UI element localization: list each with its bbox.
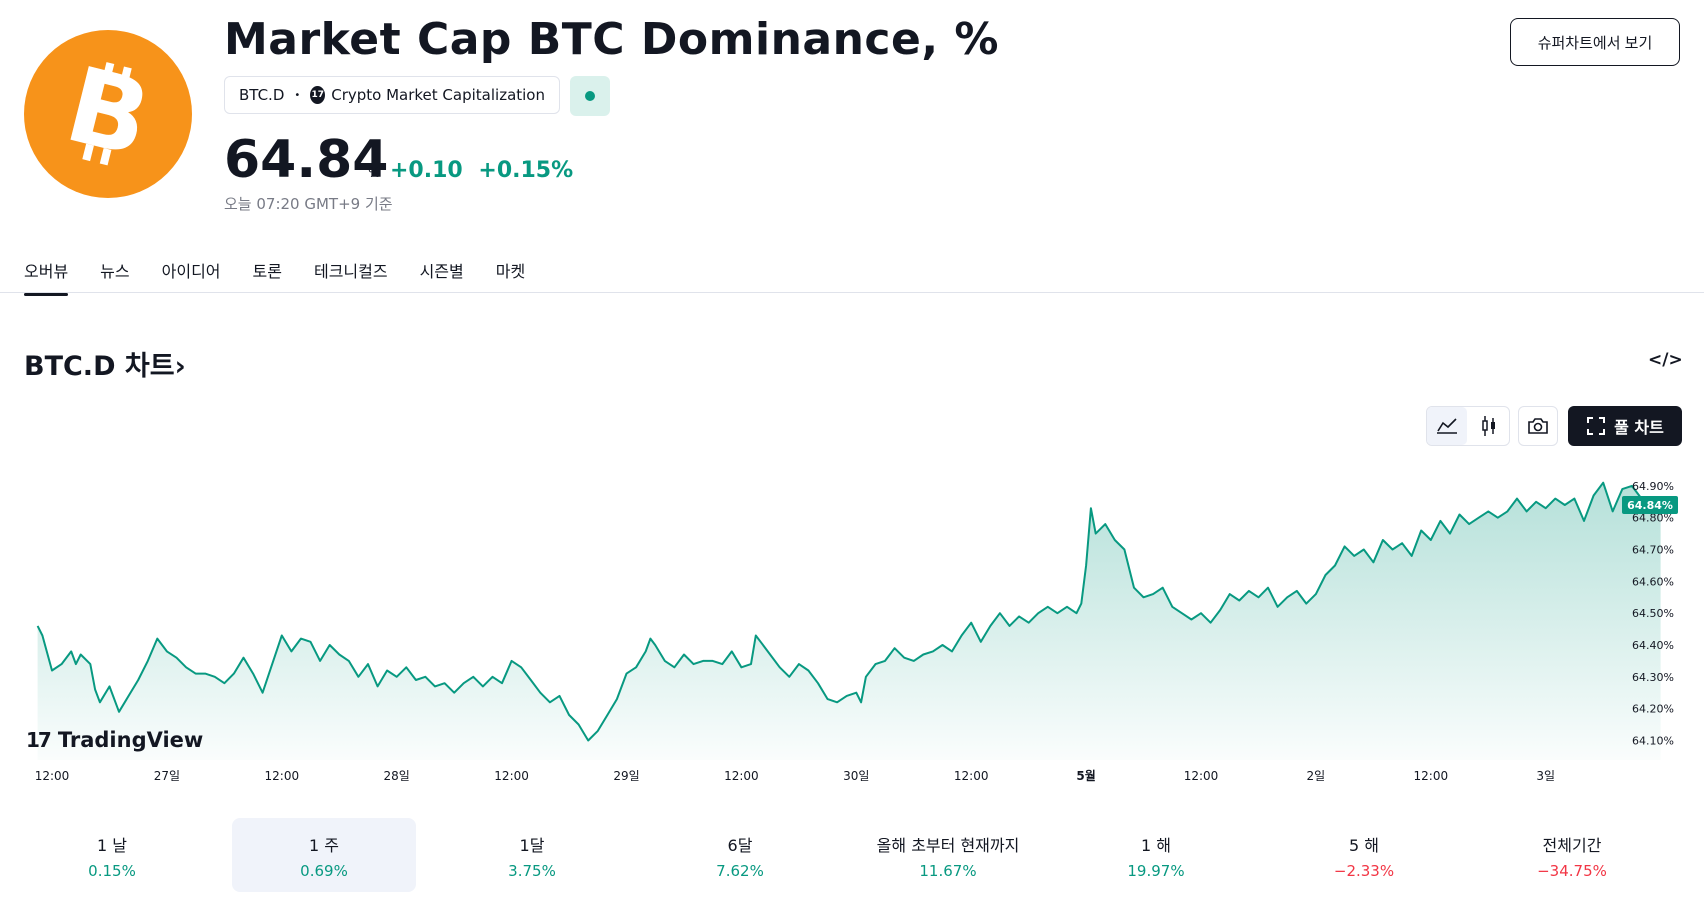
fullscreen-icon: [1587, 417, 1606, 435]
area-chart-style-button[interactable]: [1427, 407, 1467, 445]
chart-title-text: BTC.D 차트: [24, 351, 175, 382]
embed-code-icon[interactable]: </>: [1648, 350, 1683, 370]
period-ytd[interactable]: 올해 초부터 현재까지 11.67%: [856, 818, 1040, 892]
y-tick-label: 64.90%: [1632, 480, 1674, 493]
y-tick-label: 64.40%: [1632, 639, 1674, 652]
period-change: 0.69%: [300, 862, 348, 880]
period-label: 1 날: [97, 836, 127, 855]
y-tick-label: 64.10%: [1632, 734, 1674, 747]
chevron-right-icon: ›: [174, 351, 186, 382]
y-tick-label: 64.30%: [1632, 671, 1674, 684]
open-supercharts-button[interactable]: 슈퍼차트에서 보기: [1510, 18, 1680, 66]
chart-style-toggle: [1426, 406, 1510, 446]
candle-chart-style-button[interactable]: [1469, 407, 1509, 445]
x-tick-label: 12:00: [35, 769, 70, 783]
market-status-indicator[interactable]: [570, 76, 610, 116]
x-tick-label: 3일: [1536, 769, 1555, 783]
x-tick-label: 30일: [843, 769, 869, 783]
change-absolute: +0.10: [390, 158, 463, 183]
x-tick-label: 27일: [154, 769, 180, 783]
symbol-label: BTC.D: [239, 86, 285, 104]
x-tick-label: 12:00: [1414, 769, 1449, 783]
last-value-badge: [1622, 496, 1678, 514]
tabs-divider: [0, 292, 1704, 293]
period-1w[interactable]: 1 주 0.69%: [232, 818, 416, 892]
period-label: 1 주: [309, 836, 339, 855]
watermark-text: TradingView: [57, 728, 204, 752]
candlestick-icon: [1482, 416, 1495, 436]
period-label: 5 해: [1349, 836, 1379, 855]
full-chart-button[interactable]: 풀 차트: [1568, 406, 1682, 446]
price-change: +0.10 +0.15%: [390, 158, 573, 183]
tab-ideas[interactable]: 아이디어: [161, 262, 221, 281]
tradingview-logo-icon: 17: [26, 728, 52, 752]
tradingview-watermark: 17 TradingView: [26, 728, 203, 752]
btc-dominance-chart[interactable]: 64.90% 64.80% 64.70% 64.60% 64.50% 64.40% 64.3…: [0, 460, 1704, 786]
period-change: 19.97%: [1127, 862, 1185, 880]
y-tick-label: 64.70%: [1632, 544, 1674, 557]
period-change: 3.75%: [508, 862, 556, 880]
tab-markets[interactable]: 마켓: [495, 262, 526, 281]
period-change: −2.33%: [1333, 862, 1395, 880]
period-change: 0.15%: [88, 862, 136, 880]
market-open-dot-icon: [585, 91, 595, 101]
change-percent: +0.15%: [478, 158, 574, 183]
period-label: 올해 초부터 현재까지: [876, 836, 1020, 855]
separator-dot: •: [294, 89, 301, 101]
timestamp: 오늘 07:20 GMT+9 기준: [224, 195, 393, 213]
period-change: 11.67%: [919, 862, 977, 880]
last-value-label: 64.84%: [1627, 499, 1673, 512]
symbol-source-pill[interactable]: BTC.D • 17 Crypto Market Capitalization: [224, 76, 560, 114]
period-1m[interactable]: 1달 3.75%: [440, 818, 624, 892]
x-tick-label: 12:00: [954, 769, 989, 783]
y-tick-label: 64.60%: [1632, 575, 1674, 588]
series-area-fill: [37, 482, 1661, 760]
full-chart-label: 풀 차트: [1614, 418, 1664, 437]
area-chart-icon: [1437, 418, 1457, 434]
last-price: 64.84: [224, 130, 389, 190]
period-change: −34.75%: [1537, 862, 1607, 880]
y-tick-label: 64.50%: [1632, 607, 1674, 620]
period-1y[interactable]: 1 해 19.97%: [1064, 818, 1248, 892]
tab-overview[interactable]: 오버뷰: [24, 258, 69, 296]
x-tick-label: 29일: [613, 769, 639, 783]
y-tick-label: 64.80%: [1632, 512, 1674, 525]
period-6m[interactable]: 6달 7.62%: [648, 818, 832, 892]
tradingview-source-icon: 17: [310, 86, 326, 104]
tab-technicals[interactable]: 테크니컬즈: [313, 262, 388, 281]
tab-seasonals[interactable]: 시즌별: [419, 262, 464, 281]
price-unit: %: [368, 166, 381, 181]
period-label: 6달: [727, 836, 753, 855]
x-tick-label: 28일: [384, 769, 410, 783]
camera-icon: [1528, 418, 1548, 434]
period-change: 7.62%: [716, 862, 764, 880]
y-tick-label: 64.20%: [1632, 703, 1674, 716]
x-tick-label: 12:00: [724, 769, 759, 783]
x-tick-label: 12:00: [494, 769, 529, 783]
performance-periods: 1 날 0.15% 1 주 0.69% 1달 3.75% 6달 7.62% 올해…: [20, 818, 1684, 892]
period-all[interactable]: 전체기간 −34.75%: [1480, 818, 1664, 892]
period-5y[interactable]: 5 해 −2.33%: [1272, 818, 1456, 892]
x-tick-label: 2일: [1307, 769, 1326, 783]
series-line: [36, 481, 1661, 742]
period-1d[interactable]: 1 날 0.15%: [20, 818, 204, 892]
symbol-tabs: 오버뷰 뉴스 아이디어 토론 테크니컬즈 시즌별 마켓: [24, 258, 557, 296]
tab-news[interactable]: 뉴스: [100, 262, 130, 281]
page-title: Market Cap BTC Dominance, %: [224, 14, 999, 65]
chart-section-title[interactable]: BTC.D 차트›: [24, 344, 186, 383]
tab-discussion[interactable]: 토론: [252, 262, 282, 281]
bitcoin-logo-icon: B: [24, 30, 192, 198]
period-label: 1 해: [1141, 836, 1171, 855]
period-label: 전체기간: [1542, 836, 1602, 855]
snapshot-button[interactable]: [1518, 406, 1558, 446]
x-tick-label: 12:00: [1184, 769, 1219, 783]
source-label: Crypto Market Capitalization: [331, 86, 545, 104]
x-tick-label: 12:00: [265, 769, 300, 783]
period-label: 1달: [519, 836, 545, 855]
x-tick-label: 5월: [1076, 768, 1095, 783]
